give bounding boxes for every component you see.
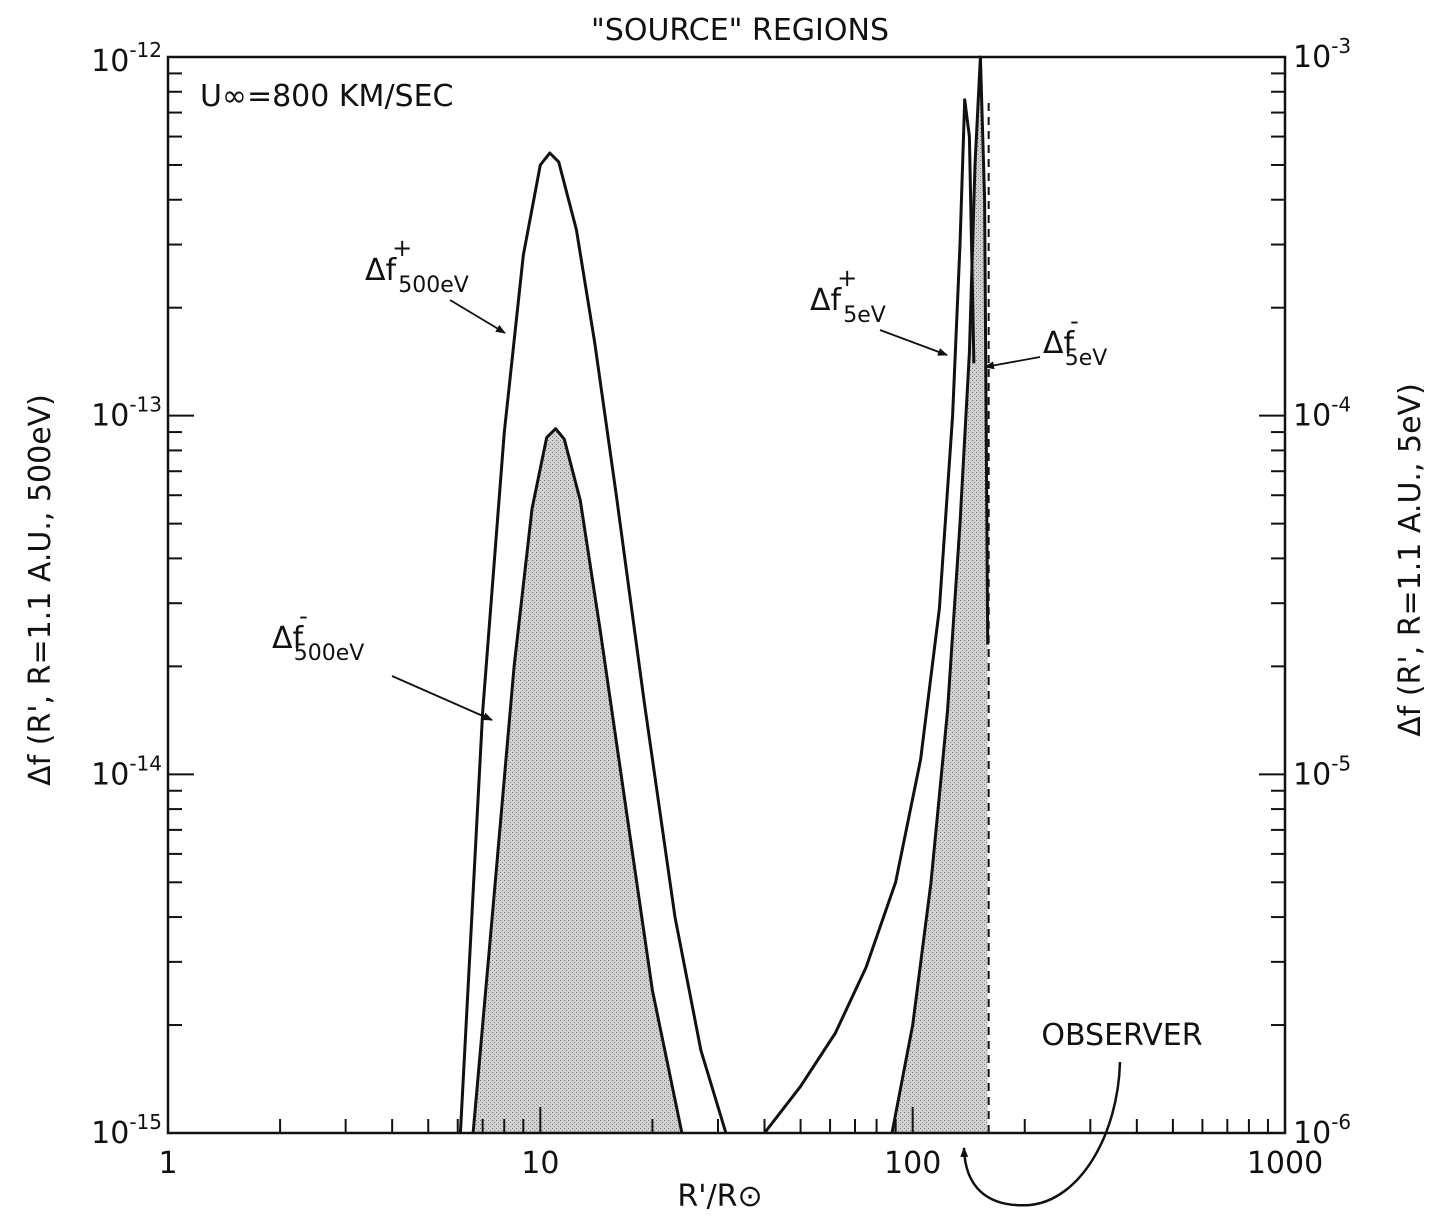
y-right-tick-label-exponent: -6 xyxy=(1331,1110,1351,1134)
series-label-symbol: Δf xyxy=(365,253,398,288)
y-right-tick-label-base: 10 xyxy=(1293,757,1331,792)
x-tick-label: 1000 xyxy=(1247,1146,1323,1181)
series-label-arrow-1 xyxy=(391,675,493,721)
y-right-tick-label: 10-4 xyxy=(1293,393,1351,434)
x-tick-label: 10 xyxy=(521,1146,559,1181)
series-label-energy: 5eV xyxy=(843,303,886,328)
series-label-energy: 500eV xyxy=(398,273,469,298)
y-left-tick-label-base: 10 xyxy=(91,399,129,434)
chart-title: "SOURCE" REGIONS xyxy=(591,13,889,48)
series-label-arrow-2 xyxy=(879,329,948,356)
x-tick-label: 100 xyxy=(884,1146,941,1181)
y-left-tick-label-base: 10 xyxy=(91,44,129,79)
plot-frame xyxy=(166,55,1287,1135)
series-label-0: Δf+ 500eV xyxy=(365,234,469,298)
y-left-tick-label-exponent: -14 xyxy=(129,751,162,775)
tick-marks xyxy=(167,72,1285,1134)
y-right-tick-label-exponent: -5 xyxy=(1331,751,1351,775)
y-left-tick-label-base: 10 xyxy=(91,1116,129,1151)
y-right-tick-label-base: 10 xyxy=(1293,399,1331,434)
y-left-tick-label-exponent: -13 xyxy=(129,393,162,417)
filled-areas xyxy=(473,57,988,1133)
y-axis-label-right: Δf (R', R=1.1 A.U., 5eV) xyxy=(1393,383,1428,737)
y-right-tick-label: 10-3 xyxy=(1293,34,1351,75)
series-label-sign: + xyxy=(837,264,857,292)
y-left-tick-label: 10-15 xyxy=(91,1110,162,1151)
series-label-sign: - xyxy=(1070,307,1079,335)
series-label-arrow-0 xyxy=(449,299,506,334)
series-fill-3 xyxy=(892,57,988,1133)
y-left-tick-label-exponent: -12 xyxy=(129,38,162,62)
series-label-sign: - xyxy=(299,602,308,630)
observer-marker: OBSERVER xyxy=(960,97,1203,1207)
series-label-symbol: Δf xyxy=(810,283,843,318)
y-left-tick-label-base: 10 xyxy=(91,757,129,792)
series-fill-1 xyxy=(473,428,682,1133)
x-tick-label: 1 xyxy=(158,1146,177,1181)
series-label-symbol: Δf xyxy=(1043,326,1076,361)
series-label-2: Δf+ 5eV xyxy=(810,264,886,328)
series-label-sign: + xyxy=(392,234,412,262)
velocity-annotation: U∞=800 KM/SEC xyxy=(200,79,454,114)
series-label-3: Δf- 5eV xyxy=(1043,307,1107,371)
observer-arrow xyxy=(960,1061,1122,1207)
y-axis-label-left: Δf (R', R=1.1 A.U., 500eV) xyxy=(23,394,58,786)
y-right-tick-label-base: 10 xyxy=(1293,1116,1331,1151)
observer-label: OBSERVER xyxy=(1041,1018,1202,1053)
series-line-2 xyxy=(763,98,976,1134)
y-left-tick-label-exponent: -15 xyxy=(129,1110,162,1134)
series-line-1 xyxy=(471,427,684,1134)
y-left-tick-label: 10-14 xyxy=(91,751,162,792)
series-label-arrow-3 xyxy=(984,356,1041,370)
series-lines xyxy=(458,55,990,1134)
y-right-tick-label-base: 10 xyxy=(1293,40,1331,75)
series-label-symbol: Δf xyxy=(272,621,305,656)
x-axis-label: R'/R⊙ xyxy=(677,1179,762,1214)
y-right-tick-label-exponent: -3 xyxy=(1331,34,1351,58)
tick-labels: 1 10 100 100010-1510-1410-1310-1210-610-510… xyxy=(91,34,1351,1181)
series-label-energy: 500eV xyxy=(294,641,365,666)
y-left-tick-label: 10-12 xyxy=(91,38,162,79)
series-line-0 xyxy=(458,151,728,1134)
y-left-tick-label: 10-13 xyxy=(91,393,162,434)
y-right-tick-label: 10-5 xyxy=(1293,751,1351,792)
y-right-tick-label-exponent: -4 xyxy=(1331,393,1351,417)
y-right-tick-label: 10-6 xyxy=(1293,1110,1351,1151)
series-label-1: Δf- 500eV xyxy=(272,602,364,666)
series-label-energy: 5eV xyxy=(1065,346,1108,371)
series-line-3 xyxy=(890,55,990,1134)
